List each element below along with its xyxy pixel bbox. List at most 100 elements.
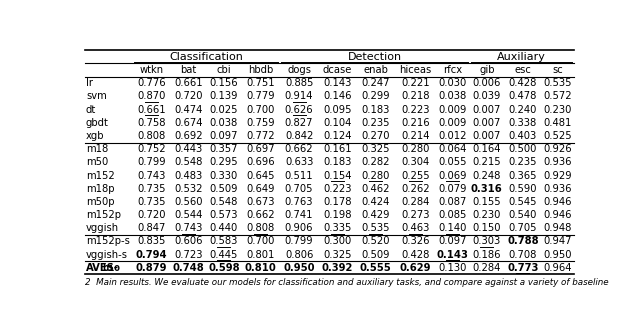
Text: 0.156: 0.156 <box>209 78 238 88</box>
Text: 0.870: 0.870 <box>137 91 166 101</box>
Text: 0.262: 0.262 <box>401 184 429 194</box>
Text: 0.573: 0.573 <box>210 210 238 220</box>
Text: 0.143: 0.143 <box>436 250 468 260</box>
Text: 0.095: 0.095 <box>323 105 351 115</box>
Text: 0.806: 0.806 <box>285 250 314 260</box>
Text: 0.335: 0.335 <box>323 223 351 233</box>
Text: 0.273: 0.273 <box>401 210 429 220</box>
Text: 0.164: 0.164 <box>472 144 501 154</box>
Text: 0.097: 0.097 <box>210 131 238 141</box>
Text: svm: svm <box>86 91 107 101</box>
Text: 0.006: 0.006 <box>472 78 501 88</box>
Text: 0.946: 0.946 <box>543 197 572 207</box>
Text: 0.474: 0.474 <box>174 105 202 115</box>
Text: 0.788: 0.788 <box>507 236 539 246</box>
Text: 0.007: 0.007 <box>472 131 501 141</box>
Text: enab: enab <box>363 65 388 75</box>
Text: 0.799: 0.799 <box>137 157 166 167</box>
Text: 0.633: 0.633 <box>285 157 314 167</box>
Text: 0.440: 0.440 <box>210 223 238 233</box>
Text: 0.240: 0.240 <box>509 105 537 115</box>
Text: 0.606: 0.606 <box>174 236 202 246</box>
Text: 0.572: 0.572 <box>543 91 572 101</box>
Text: 0.673: 0.673 <box>246 197 275 207</box>
Text: 0.299: 0.299 <box>362 91 390 101</box>
Text: 0.284: 0.284 <box>401 197 429 207</box>
Text: 0.946: 0.946 <box>543 210 572 220</box>
Text: m18p: m18p <box>86 184 115 194</box>
Text: sc: sc <box>552 65 563 75</box>
Text: 0.548: 0.548 <box>210 197 238 207</box>
Text: lr: lr <box>86 78 93 88</box>
Text: 0.295: 0.295 <box>209 157 238 167</box>
Text: 0.143: 0.143 <box>323 78 351 88</box>
Text: 0.847: 0.847 <box>137 223 166 233</box>
Text: 0.950: 0.950 <box>284 263 315 273</box>
Text: 0.743: 0.743 <box>137 170 166 180</box>
Text: 0.064: 0.064 <box>438 144 467 154</box>
Text: 0.500: 0.500 <box>509 144 537 154</box>
Text: 0.140: 0.140 <box>438 223 467 233</box>
Text: 0.696: 0.696 <box>246 157 275 167</box>
Text: 0.661: 0.661 <box>174 78 202 88</box>
Text: 0.842: 0.842 <box>285 131 314 141</box>
Text: 0.085: 0.085 <box>438 210 467 220</box>
Text: AVES-: AVES- <box>86 263 119 273</box>
Text: Auxiliary: Auxiliary <box>497 52 546 62</box>
Text: 0.280: 0.280 <box>362 170 390 180</box>
Text: 0.810: 0.810 <box>245 263 276 273</box>
Text: xgb: xgb <box>86 131 104 141</box>
Text: 0.079: 0.079 <box>438 184 467 194</box>
Text: 0.463: 0.463 <box>401 223 429 233</box>
Text: 0.007: 0.007 <box>472 118 501 128</box>
Text: 0.583: 0.583 <box>210 236 238 246</box>
Text: 0.325: 0.325 <box>362 144 390 154</box>
Text: hbdb: hbdb <box>248 65 273 75</box>
Text: 0.758: 0.758 <box>137 118 166 128</box>
Text: 0.284: 0.284 <box>472 263 501 273</box>
Text: 0.773: 0.773 <box>508 263 539 273</box>
Text: 0.247: 0.247 <box>362 78 390 88</box>
Text: Detection: Detection <box>348 52 402 62</box>
Text: 0.481: 0.481 <box>543 118 572 128</box>
Text: 0.926: 0.926 <box>543 144 572 154</box>
Text: 0.906: 0.906 <box>285 223 314 233</box>
Text: bio: bio <box>102 263 120 273</box>
Text: 0.801: 0.801 <box>246 250 275 260</box>
Text: dt: dt <box>86 105 96 115</box>
Text: 0.255: 0.255 <box>401 170 429 180</box>
Text: Classification: Classification <box>169 52 243 62</box>
Text: 0.183: 0.183 <box>362 105 390 115</box>
Text: 0.150: 0.150 <box>472 223 501 233</box>
Text: wtkn: wtkn <box>140 65 163 75</box>
Text: 0.198: 0.198 <box>323 210 351 220</box>
Text: 0.009: 0.009 <box>438 118 467 128</box>
Text: 0.403: 0.403 <box>509 131 537 141</box>
Text: 0.692: 0.692 <box>174 131 202 141</box>
Text: 0.155: 0.155 <box>472 197 501 207</box>
Text: 0.055: 0.055 <box>438 157 467 167</box>
Text: 0.429: 0.429 <box>362 210 390 220</box>
Text: hiceas: hiceas <box>399 65 431 75</box>
Text: 0.545: 0.545 <box>509 197 537 207</box>
Text: 0.230: 0.230 <box>472 210 501 220</box>
Text: 0.218: 0.218 <box>401 91 429 101</box>
Text: 0.649: 0.649 <box>246 184 275 194</box>
Text: 0.223: 0.223 <box>323 184 351 194</box>
Text: m18: m18 <box>86 144 108 154</box>
Text: 0.776: 0.776 <box>137 78 166 88</box>
Text: 0.748: 0.748 <box>172 263 204 273</box>
Text: 0.662: 0.662 <box>285 144 314 154</box>
Text: 0.752: 0.752 <box>137 144 166 154</box>
Text: 0.540: 0.540 <box>509 210 537 220</box>
Text: 0.230: 0.230 <box>543 105 572 115</box>
Text: 0.741: 0.741 <box>285 210 314 220</box>
Text: 0.130: 0.130 <box>438 263 467 273</box>
Text: 0.708: 0.708 <box>509 250 537 260</box>
Text: 0.720: 0.720 <box>137 210 166 220</box>
Text: 0.478: 0.478 <box>509 91 537 101</box>
Text: 0.535: 0.535 <box>362 223 390 233</box>
Text: 0.039: 0.039 <box>472 91 501 101</box>
Text: 0.590: 0.590 <box>509 184 537 194</box>
Text: 0.827: 0.827 <box>285 118 314 128</box>
